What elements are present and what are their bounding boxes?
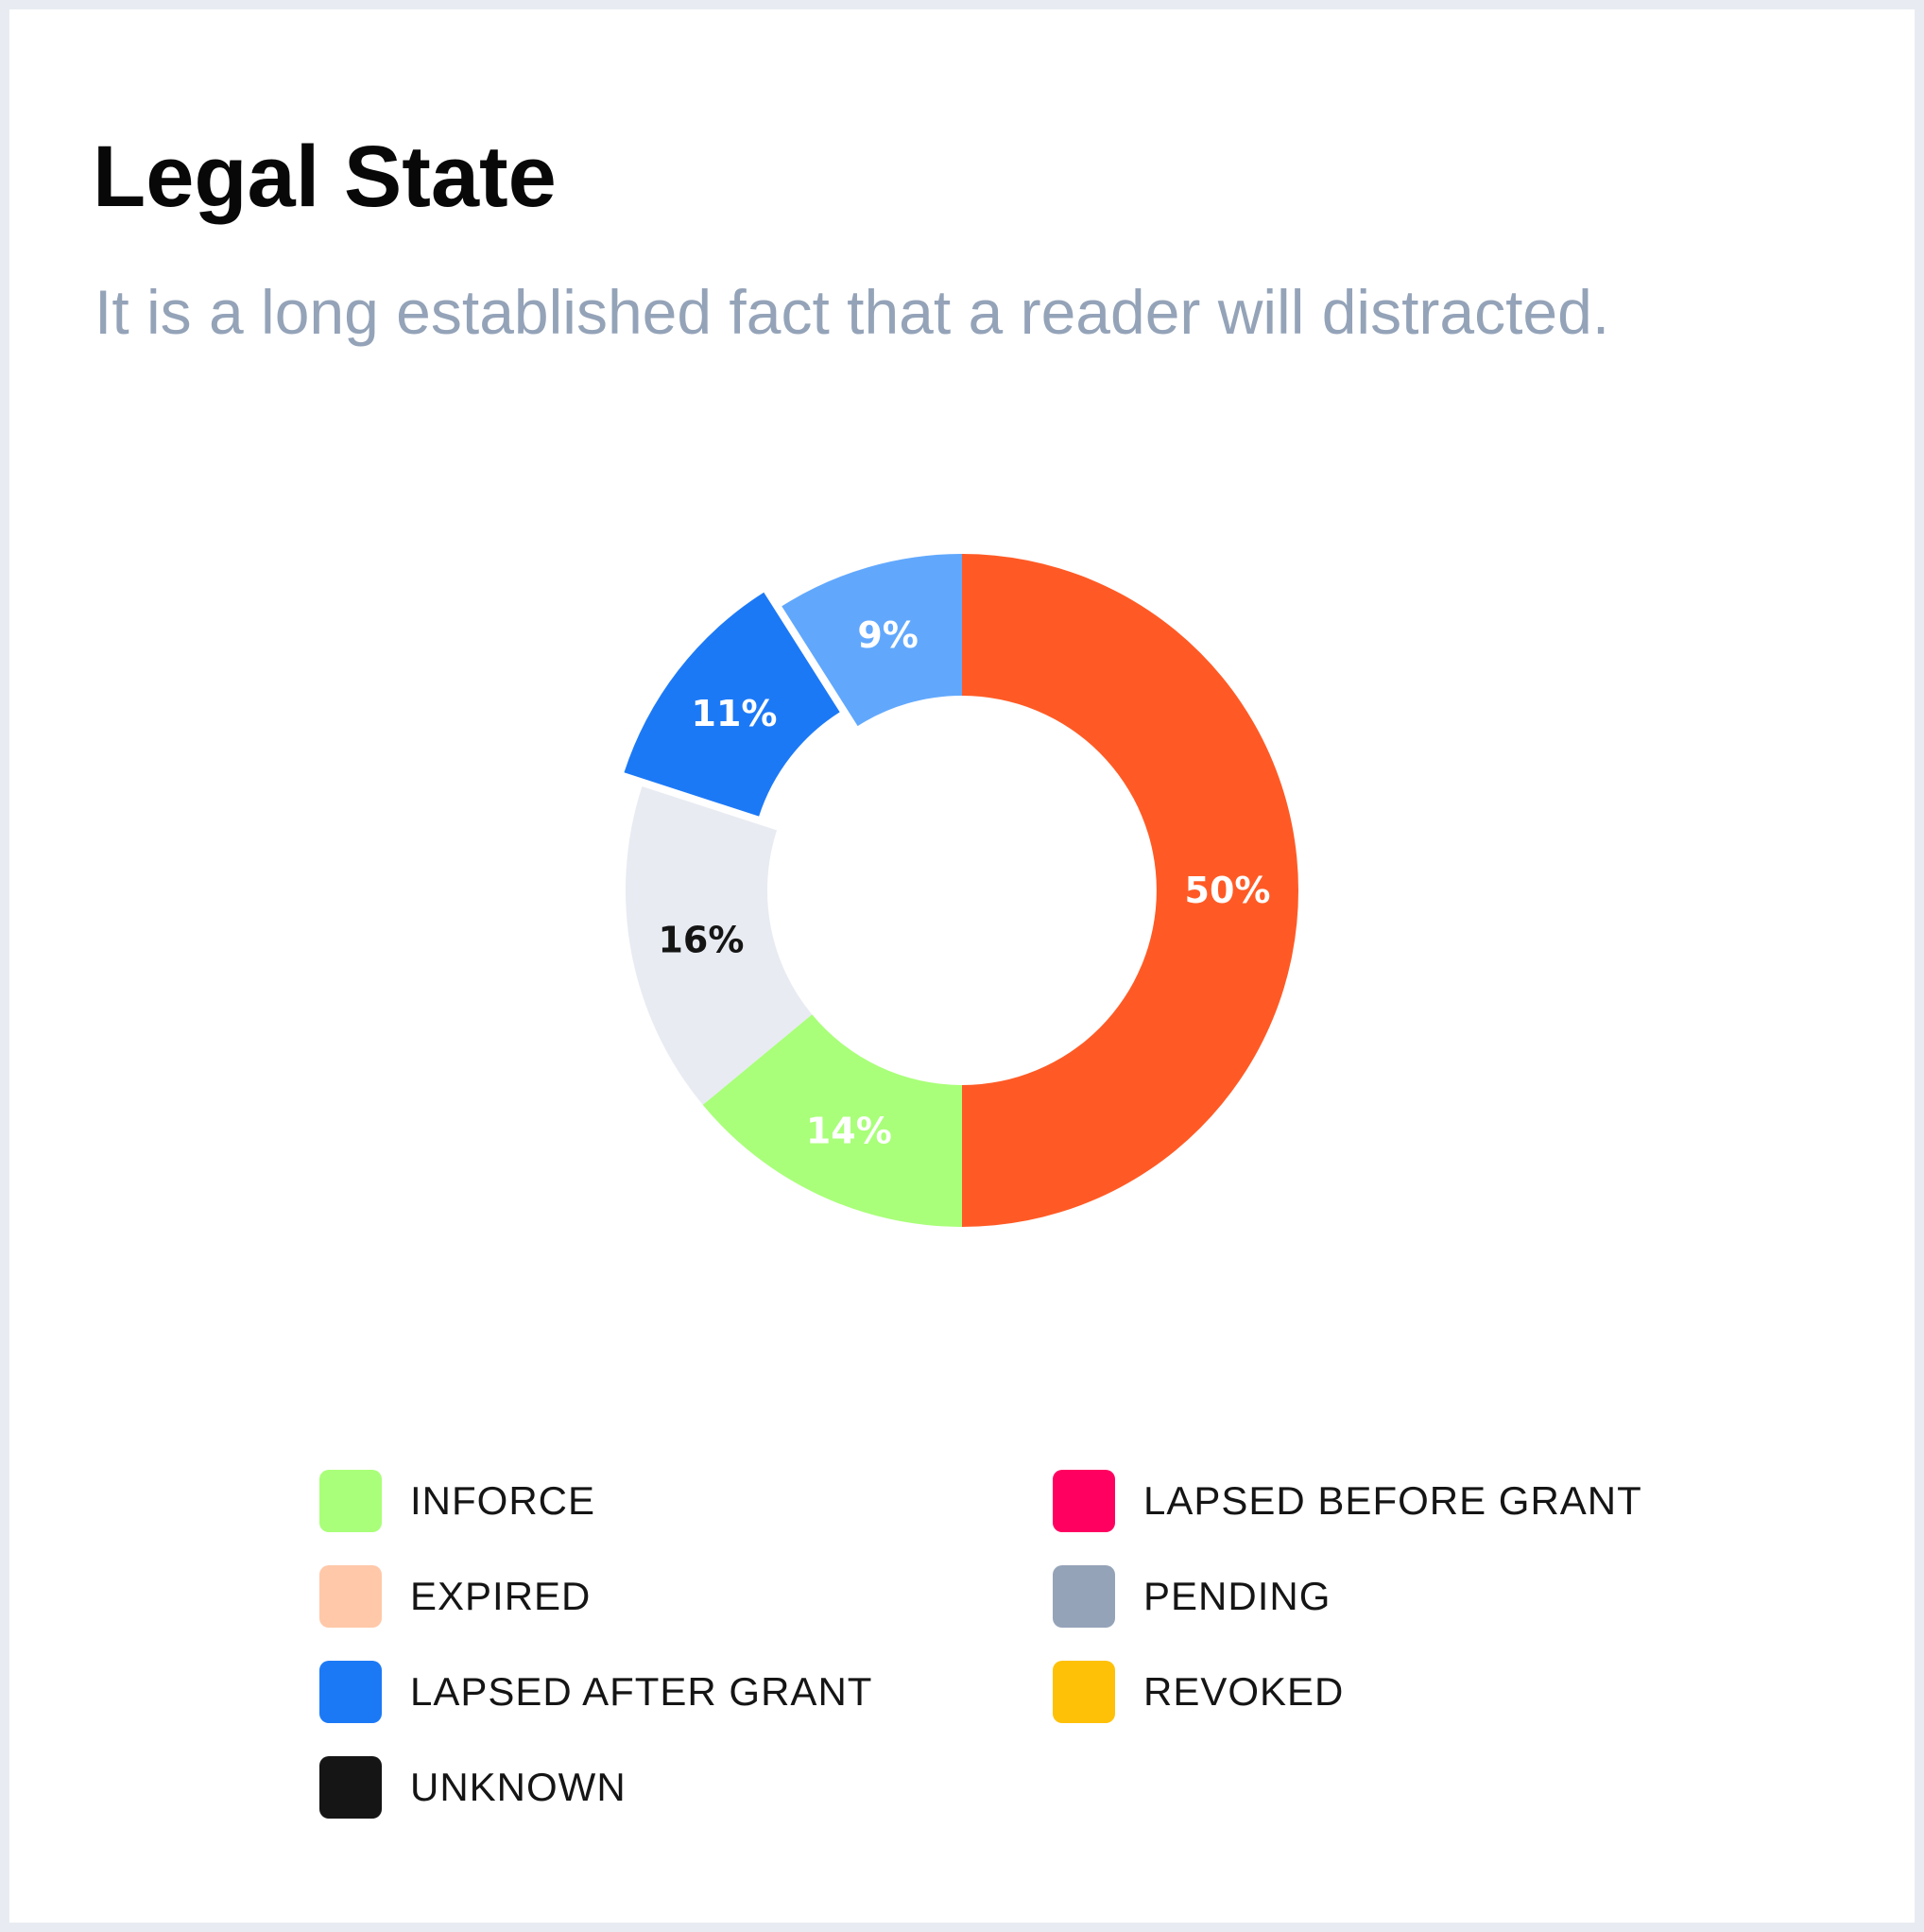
donut-slice-slice-1[interactable] (962, 554, 1298, 1227)
donut-slice-lapsed-after-grant[interactable] (624, 592, 840, 817)
legend-item-revoked[interactable]: REVOKED (1053, 1661, 1344, 1723)
donut-slice-slice-5[interactable] (782, 554, 962, 727)
legend-item-unknown[interactable]: UNKNOWN (319, 1756, 627, 1819)
legend-label: LAPSED AFTER GRANT (410, 1669, 873, 1714)
slice-value-label: 9% (857, 614, 919, 656)
legend-item-inforce[interactable]: INFORCE (319, 1470, 595, 1532)
slice-value-label: 14% (806, 1110, 892, 1151)
legend-label: INFORCE (410, 1478, 595, 1523)
legend-swatch (319, 1756, 382, 1819)
legend-swatch (319, 1661, 382, 1723)
legend-label: EXPIRED (410, 1574, 592, 1618)
legend-item-lapsed-before-grant[interactable]: LAPSED BEFORE GRANT (1053, 1470, 1642, 1532)
legend-swatch (319, 1470, 382, 1532)
legend-label: UNKNOWN (410, 1765, 627, 1809)
slice-value-label: 16% (658, 920, 744, 961)
donut-slice-inforce[interactable] (702, 1014, 962, 1227)
legend-label: PENDING (1143, 1574, 1331, 1618)
legend-label: REVOKED (1143, 1669, 1345, 1714)
legend-swatch (319, 1565, 382, 1628)
legend-label: LAPSED BEFORE GRANT (1143, 1478, 1642, 1523)
slice-value-label: 11% (692, 693, 778, 734)
legend-item-lapsed-after-grant[interactable]: LAPSED AFTER GRANT (319, 1661, 872, 1723)
slice-value-label: 50% (1185, 870, 1271, 911)
chart-subtitle: It is a long established fact that a rea… (94, 277, 1610, 347)
chart-title: Legal State (93, 129, 557, 225)
legend-swatch (1053, 1661, 1115, 1723)
legend-item-pending[interactable]: PENDING (1053, 1565, 1331, 1628)
legend-item-expired[interactable]: EXPIRED (319, 1565, 591, 1628)
legend-swatch (1053, 1565, 1115, 1628)
legend-swatch (1053, 1470, 1115, 1532)
donut-slice-slice-3[interactable] (626, 785, 813, 1105)
